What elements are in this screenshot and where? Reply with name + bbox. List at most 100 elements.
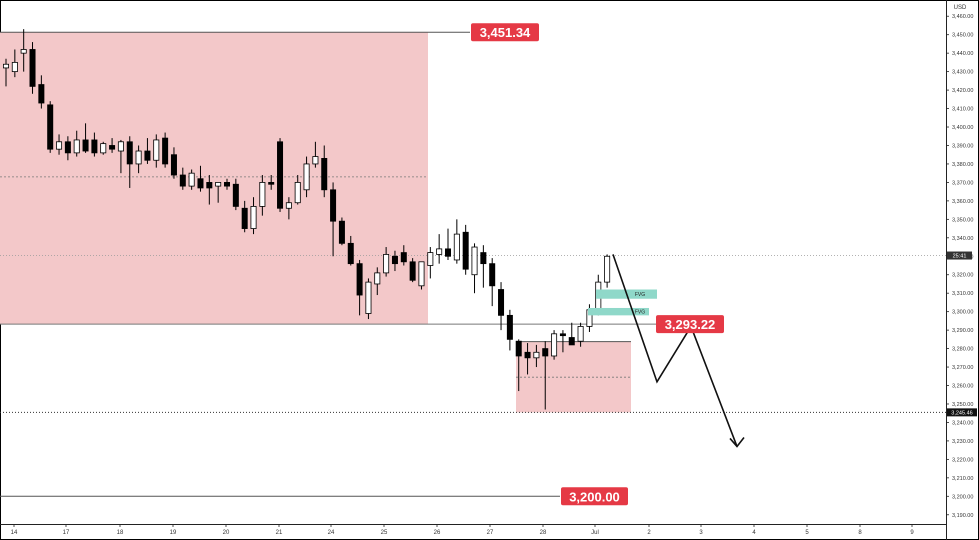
candle: [409, 258, 416, 283]
candle: [303, 156, 310, 198]
candle-body-bear: [170, 154, 177, 176]
candle-body-bull: [188, 172, 195, 187]
candle-body-bear: [515, 340, 522, 357]
y-tick-label: 3,370.00: [952, 180, 973, 186]
y-tick-label: 3,380.00: [952, 162, 973, 168]
y-tick-label: 3,350.00: [952, 217, 973, 223]
fvg-lower-box: [588, 307, 649, 316]
candle: [480, 245, 487, 288]
candle-body-bear: [232, 183, 239, 207]
fvg-upper-label: FVG: [635, 292, 645, 298]
candle: [268, 175, 275, 190]
candle: [338, 217, 345, 246]
candle: [144, 138, 151, 164]
candle: [427, 247, 434, 279]
candle: [498, 282, 505, 331]
target-label-bg: [561, 487, 628, 506]
candle: [515, 339, 522, 392]
y-tick-label: 3,400.00: [952, 125, 973, 131]
candle-body-bull: [604, 255, 611, 283]
projection-arrowhead: [729, 436, 745, 448]
candle-body-bear: [47, 104, 54, 150]
y-tick-label: 3,210.00: [952, 476, 973, 482]
candle: [215, 182, 222, 203]
support-label-bg: [656, 315, 724, 334]
x-tick-label: 24: [328, 530, 335, 536]
y-tick-label: 3,260.00: [952, 384, 973, 390]
zone-low-tag-text: 3,245.46: [951, 410, 972, 416]
candle: [444, 228, 451, 260]
candle: [3, 58, 9, 87]
candle-body-bull: [56, 141, 63, 150]
candle-body-bull: [533, 351, 540, 359]
candle-body-bull: [365, 281, 372, 314]
candle-body-bear: [64, 141, 71, 154]
current-price-tag-text: 25:41: [953, 254, 967, 260]
candle-body-bull: [215, 182, 222, 187]
candle: [418, 261, 425, 290]
x-tick-label: 28: [540, 530, 547, 536]
candle-body-bull: [294, 182, 301, 204]
y-tick-label: 3,300.00: [952, 310, 973, 316]
candle: [365, 278, 372, 320]
y-axis[interactable]: USD 3,190.00 3,200.00 3,210.00 3,220.00 3,23…: [946, 0, 977, 540]
y-tick-label: 3,420.00: [952, 88, 973, 94]
candle-body-bull: [100, 143, 107, 154]
candle-body-bull: [453, 233, 460, 261]
y-tick-label: 3,290.00: [952, 328, 973, 334]
candle: [29, 42, 36, 94]
candle: [383, 247, 390, 277]
candle: [126, 136, 133, 188]
x-tick-label: 14: [11, 530, 18, 536]
candle-body-bear: [400, 252, 407, 263]
y-tick-label: 3,280.00: [952, 347, 973, 353]
candle-body-bull: [285, 202, 292, 209]
candle-body-bull: [11, 61, 18, 73]
candle-body-bear: [568, 337, 575, 346]
x-tick-label: 25: [381, 530, 388, 536]
candle: [568, 322, 575, 346]
candle: [604, 254, 611, 288]
candle-body-bull: [436, 248, 443, 255]
x-tick-label: 26: [434, 530, 441, 536]
fvg-lower-label: FVG: [635, 310, 645, 316]
candle: [312, 141, 319, 168]
candle: [471, 243, 478, 294]
candle: [197, 165, 204, 192]
candle: [400, 245, 407, 266]
candle-body-bear: [321, 158, 328, 191]
candle: [347, 235, 354, 266]
x-tick-label: 17: [63, 530, 70, 536]
candle-body-bull: [135, 150, 142, 165]
candle: [551, 330, 558, 360]
candle-body-bull: [312, 156, 319, 165]
y-tick-label: 3,320.00: [952, 273, 973, 279]
candle: [170, 147, 177, 179]
candle: [162, 132, 169, 168]
candle: [277, 138, 284, 212]
projection-path: [612, 254, 738, 447]
x-tick-label: 9: [910, 530, 914, 536]
candle-body-bear: [241, 207, 248, 229]
y-tick-label: 3,410.00: [952, 107, 973, 113]
candle-body-bear: [524, 351, 531, 359]
candle-body-bear: [162, 137, 169, 165]
candle: [250, 197, 257, 235]
candle-body-bear: [144, 150, 151, 161]
target-label: 3,200.00: [561, 487, 628, 506]
candle: [64, 136, 71, 161]
candle: [11, 49, 18, 78]
candle-body-bear: [223, 182, 230, 187]
y-tick-label: 3,240.00: [952, 420, 973, 426]
candle: [188, 169, 195, 190]
candles-layer: [3, 29, 611, 410]
y-tick-label: 3,450.00: [952, 33, 973, 39]
candle-body-bull: [117, 141, 124, 152]
candle: [135, 145, 142, 174]
candle: [533, 344, 540, 368]
y-tick-label: 3,310.00: [952, 291, 973, 297]
candle: [559, 330, 566, 353]
x-axis[interactable]: 14 17 18 19 20 21 24 25 26 27 28 Jul 2 3 4 5 8 9: [0, 524, 946, 536]
